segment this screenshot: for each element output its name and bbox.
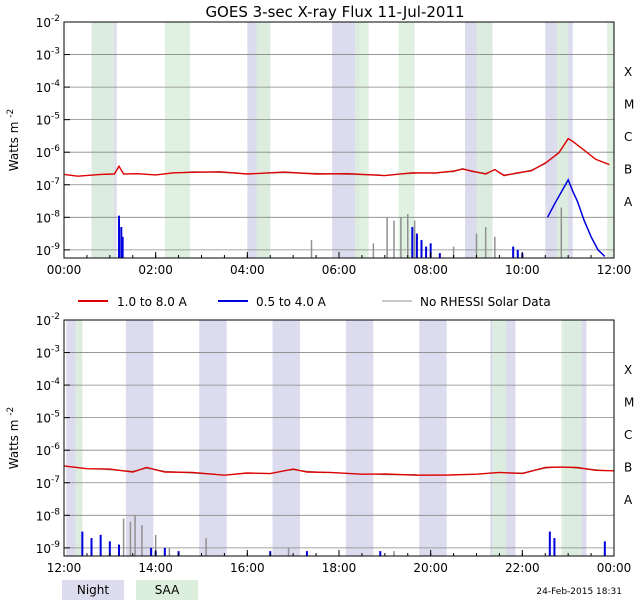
flare-class-label: C — [624, 428, 632, 442]
x-tick-label: 18:00 — [322, 561, 357, 575]
flare-class-label: B — [624, 162, 632, 176]
night-band — [272, 320, 301, 556]
y-tick-label: 10-3 — [36, 345, 60, 361]
saa-band — [561, 320, 582, 556]
y-axis-label: Watts m -2 — [6, 109, 21, 171]
series-legend: 1.0 to 8.0 A 0.5 to 4.0 A No RHESSI Sola… — [78, 295, 551, 309]
x-tick-label: 22:00 — [505, 561, 540, 575]
y-tick-label: 10-6 — [36, 144, 61, 160]
series-short-channel — [546, 178, 606, 257]
night-legend-label: Night — [77, 583, 110, 597]
x-tick-label: 00:00 — [597, 561, 632, 575]
saa-band — [164, 22, 191, 258]
x-tick-label: 12:00 — [597, 263, 632, 277]
flare-class-label: M — [624, 97, 634, 111]
x-tick-label: 14:00 — [138, 561, 173, 575]
night-band — [199, 320, 227, 556]
y-tick-label: 10-2 — [36, 14, 60, 30]
legend-label-long: 1.0 to 8.0 A — [117, 295, 188, 309]
night-legend-box — [62, 580, 124, 600]
flare-class-label: M — [624, 395, 634, 409]
night-band — [345, 320, 374, 556]
saa-band — [492, 320, 507, 556]
saa-band — [476, 22, 493, 258]
y-tick-label: 10-5 — [36, 410, 60, 426]
y-tick-label: 10-7 — [36, 177, 60, 193]
x-tick-label: 00:00 — [47, 263, 82, 277]
x-tick-label: 10:00 — [505, 263, 540, 277]
x-tick-label: 04:00 — [230, 263, 265, 277]
y-axis-label: Watts m -2 — [6, 407, 21, 469]
y-tick-label: 10-2 — [36, 312, 60, 328]
flare-class-label: X — [624, 363, 632, 377]
x-tick-label: 20:00 — [413, 561, 448, 575]
saa-band — [91, 22, 115, 258]
night-band — [419, 320, 447, 556]
y-tick-label: 10-3 — [36, 47, 60, 63]
saa-legend-box — [136, 580, 198, 600]
y-tick-label: 10-8 — [36, 209, 61, 225]
y-tick-label: 10-8 — [36, 507, 61, 523]
timestamp: 24-Feb-2015 18:31 — [536, 587, 622, 597]
x-tick-label: 02:00 — [138, 263, 173, 277]
panel-am: 10-9 10-8 10-7 10-6 10-5 10-4 10-3 10-2 Watts m … — [6, 14, 634, 277]
y-tick-label: 10-6 — [36, 442, 61, 458]
y-tick-label: 10-5 — [36, 112, 60, 128]
y-tick-label: 10-4 — [36, 79, 61, 95]
legend-label-short: 0.5 to 4.0 A — [256, 295, 327, 309]
x-tick-label: 16:00 — [230, 561, 265, 575]
flare-class-label: X — [624, 65, 632, 79]
series-long-channel — [63, 465, 615, 476]
saa-band — [556, 22, 569, 258]
legend-label-norhessi: No RHESSI Solar Data — [420, 295, 551, 309]
y-tick-label: 10-9 — [36, 242, 61, 258]
flare-class-label: A — [624, 493, 633, 507]
saa-band — [256, 22, 271, 258]
y-tick-label: 10-7 — [36, 475, 60, 491]
series-long-channel — [63, 137, 610, 177]
saa-band — [607, 22, 614, 258]
flare-class-label: C — [624, 130, 632, 144]
flare-class-label: A — [624, 195, 633, 209]
saa-band — [355, 22, 369, 258]
chart-title: GOES 3-sec X-ray Flux 11-Jul-2011 — [205, 3, 464, 21]
y-tick-label: 10-4 — [36, 377, 61, 393]
x-tick-label: 12:00 — [47, 561, 82, 575]
night-band — [125, 320, 154, 556]
saa-legend-label: SAA — [155, 583, 180, 597]
saa-band — [398, 22, 415, 258]
panel-pm: 10-9 10-8 10-7 10-6 10-5 10-4 10-3 10-2 Watts m … — [6, 312, 634, 575]
flare-class-label: B — [624, 460, 632, 474]
x-tick-label: 06:00 — [322, 263, 357, 277]
saa-band — [75, 320, 83, 556]
y-tick-label: 10-9 — [36, 540, 61, 556]
x-tick-label: 08:00 — [413, 263, 448, 277]
